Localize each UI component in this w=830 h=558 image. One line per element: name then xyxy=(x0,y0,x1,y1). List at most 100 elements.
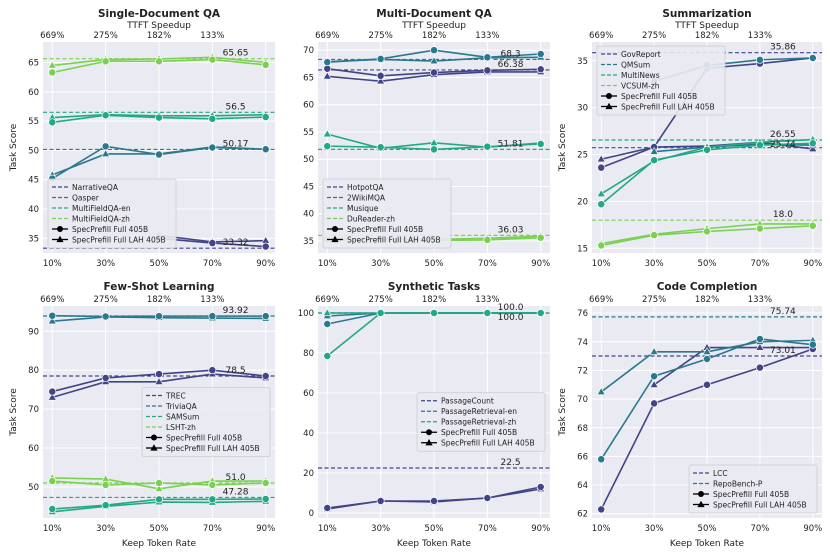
panel-title: Summarization xyxy=(662,8,751,20)
data-point-2wikimqa-full xyxy=(430,46,438,55)
data-point-lcc-full xyxy=(755,363,764,372)
y-tick-label: 20 xyxy=(577,197,588,207)
data-point-triviaqa-full xyxy=(101,312,110,321)
data-point-2wikimqa-full xyxy=(323,58,332,67)
data-point-qmsum-lah xyxy=(649,146,659,155)
top-tick-label: 669% xyxy=(40,31,64,41)
data-point-samsum-full xyxy=(101,501,110,510)
top-tick-label: 669% xyxy=(589,31,613,41)
data-point-lsht-zh-full xyxy=(155,479,163,487)
data-point-hotpotqa-full xyxy=(483,66,492,75)
baseline-value-label: 100.0 xyxy=(498,313,524,323)
data-point-musique-lah xyxy=(322,129,332,138)
legend-label: SpecPrefill Full LAH 405B xyxy=(621,102,715,111)
data-point-multifieldqa-en-full xyxy=(261,113,270,121)
panel-title: Synthetic Tasks xyxy=(388,281,480,293)
y-tick-label: 45 xyxy=(303,182,314,192)
x-tick-label: 70% xyxy=(203,259,222,269)
data-point-govreport-full xyxy=(597,163,606,172)
y-axis-label: Task Score xyxy=(9,388,19,437)
top-tick-label: 669% xyxy=(589,295,613,305)
top-tick-label: 182% xyxy=(695,31,719,41)
top-axis-label: TTFT Speedup xyxy=(674,21,739,31)
data-point-passageretrieval-zh-full xyxy=(376,309,385,317)
data-point-vcsum-zh-full xyxy=(597,241,606,250)
y-axis-label: Task Score xyxy=(558,388,568,437)
x-tick-label: 10% xyxy=(318,524,337,534)
legend-swatch-circle xyxy=(57,226,63,232)
legend-label: PassageRetrieval-zh xyxy=(441,418,517,427)
legend-label: SpecPrefill Full LAH 405B xyxy=(72,235,166,244)
top-tick-label: 182% xyxy=(422,31,446,41)
y-tick-label: 50 xyxy=(28,146,39,156)
y-tick-label: 65 xyxy=(303,73,314,83)
y-tick-label: 35 xyxy=(577,57,588,67)
data-point-lsht-zh-full xyxy=(101,480,110,489)
x-tick-label: 90% xyxy=(256,259,275,269)
y-tick-label: 35 xyxy=(28,234,39,244)
data-point-lcc-lah xyxy=(649,379,659,388)
y-tick-label: 90 xyxy=(28,327,39,337)
data-point-multinews-full xyxy=(703,145,711,154)
y-tick-label: 70 xyxy=(303,46,314,56)
data-point-govreport-lah xyxy=(596,154,606,163)
baseline-value-label: 26.55 xyxy=(770,130,796,140)
x-tick-label: 50% xyxy=(698,259,717,269)
panel-synthetic-tasks: 0 20 40 60 80 100 10% 30% 50% 70% 90% 669% 275% 182% 1… xyxy=(298,281,550,549)
x-tick-label: 10% xyxy=(43,259,62,269)
data-point-repobench-p-lah xyxy=(649,347,659,355)
y-tick-label: 45 xyxy=(28,176,39,186)
data-point-2wikimqa-full xyxy=(376,54,385,63)
y-tick-label: 65 xyxy=(28,59,39,69)
data-point-trec-full xyxy=(261,372,270,380)
top-tick-label: 133% xyxy=(200,31,224,41)
baseline-value-label: 66.38 xyxy=(498,60,524,70)
legend-label: SpecPrefill Full 405B xyxy=(166,433,242,442)
plot-content xyxy=(592,316,822,514)
data-point-passagecount-full xyxy=(323,504,332,512)
data-point-repobench-p-full xyxy=(650,372,659,381)
legend-label: NarrativeQA xyxy=(72,183,119,192)
y-tick-label: 20 xyxy=(303,469,314,479)
legend-label: SpecPrefill Full LAH 405B xyxy=(166,444,260,453)
data-point-narrativeqa-full xyxy=(261,242,270,251)
top-tick-label: 669% xyxy=(315,295,339,305)
top-tick-label: 669% xyxy=(315,31,339,41)
x-tick-label: 30% xyxy=(645,259,664,269)
x-axis-label: Keep Token Rate xyxy=(397,539,472,549)
data-point-vcsum-zh-full xyxy=(755,224,764,233)
data-point-trec-full xyxy=(208,366,217,375)
baseline-value-label: 68.3 xyxy=(501,49,521,59)
legend-swatch-triangle xyxy=(605,102,613,110)
data-point-trec-lah xyxy=(47,392,57,401)
baseline-value-label: 25.74 xyxy=(770,140,796,150)
baseline-value-label: 100.0 xyxy=(498,303,524,313)
legend-label: SpecPrefill Full 405B xyxy=(621,92,697,101)
legend-label: VCSUM-zh xyxy=(621,81,660,90)
top-tick-label: 182% xyxy=(147,31,171,41)
legend-label: SpecPrefill Full 405B xyxy=(72,225,148,234)
x-tick-label: 50% xyxy=(698,524,717,534)
top-axis-label: TTFT Speedup xyxy=(126,21,191,31)
data-point-musique-full xyxy=(536,140,545,148)
data-point-trec-full xyxy=(48,387,57,396)
top-tick-label: 275% xyxy=(93,31,117,41)
top-tick-label: 182% xyxy=(147,295,171,305)
top-tick-label: 182% xyxy=(695,295,719,305)
x-tick-label: 30% xyxy=(96,524,115,534)
data-point-multifieldqa-en-full xyxy=(155,113,163,122)
legend-label: LCC xyxy=(713,469,728,478)
top-tick-label: 275% xyxy=(93,295,117,305)
x-tick-label: 90% xyxy=(803,524,822,534)
data-point-triviaqa-full xyxy=(261,312,270,321)
legend-box xyxy=(322,178,452,249)
top-tick-label: 133% xyxy=(748,31,772,41)
data-point-triviaqa-full xyxy=(208,312,217,321)
data-point-qasper-full xyxy=(261,145,270,154)
panel-title: Code Completion xyxy=(657,281,758,293)
data-point-musique-full xyxy=(323,142,332,151)
data-point-narrativeqa-full xyxy=(208,239,217,247)
data-point-multifieldqa-en-full xyxy=(101,111,110,120)
